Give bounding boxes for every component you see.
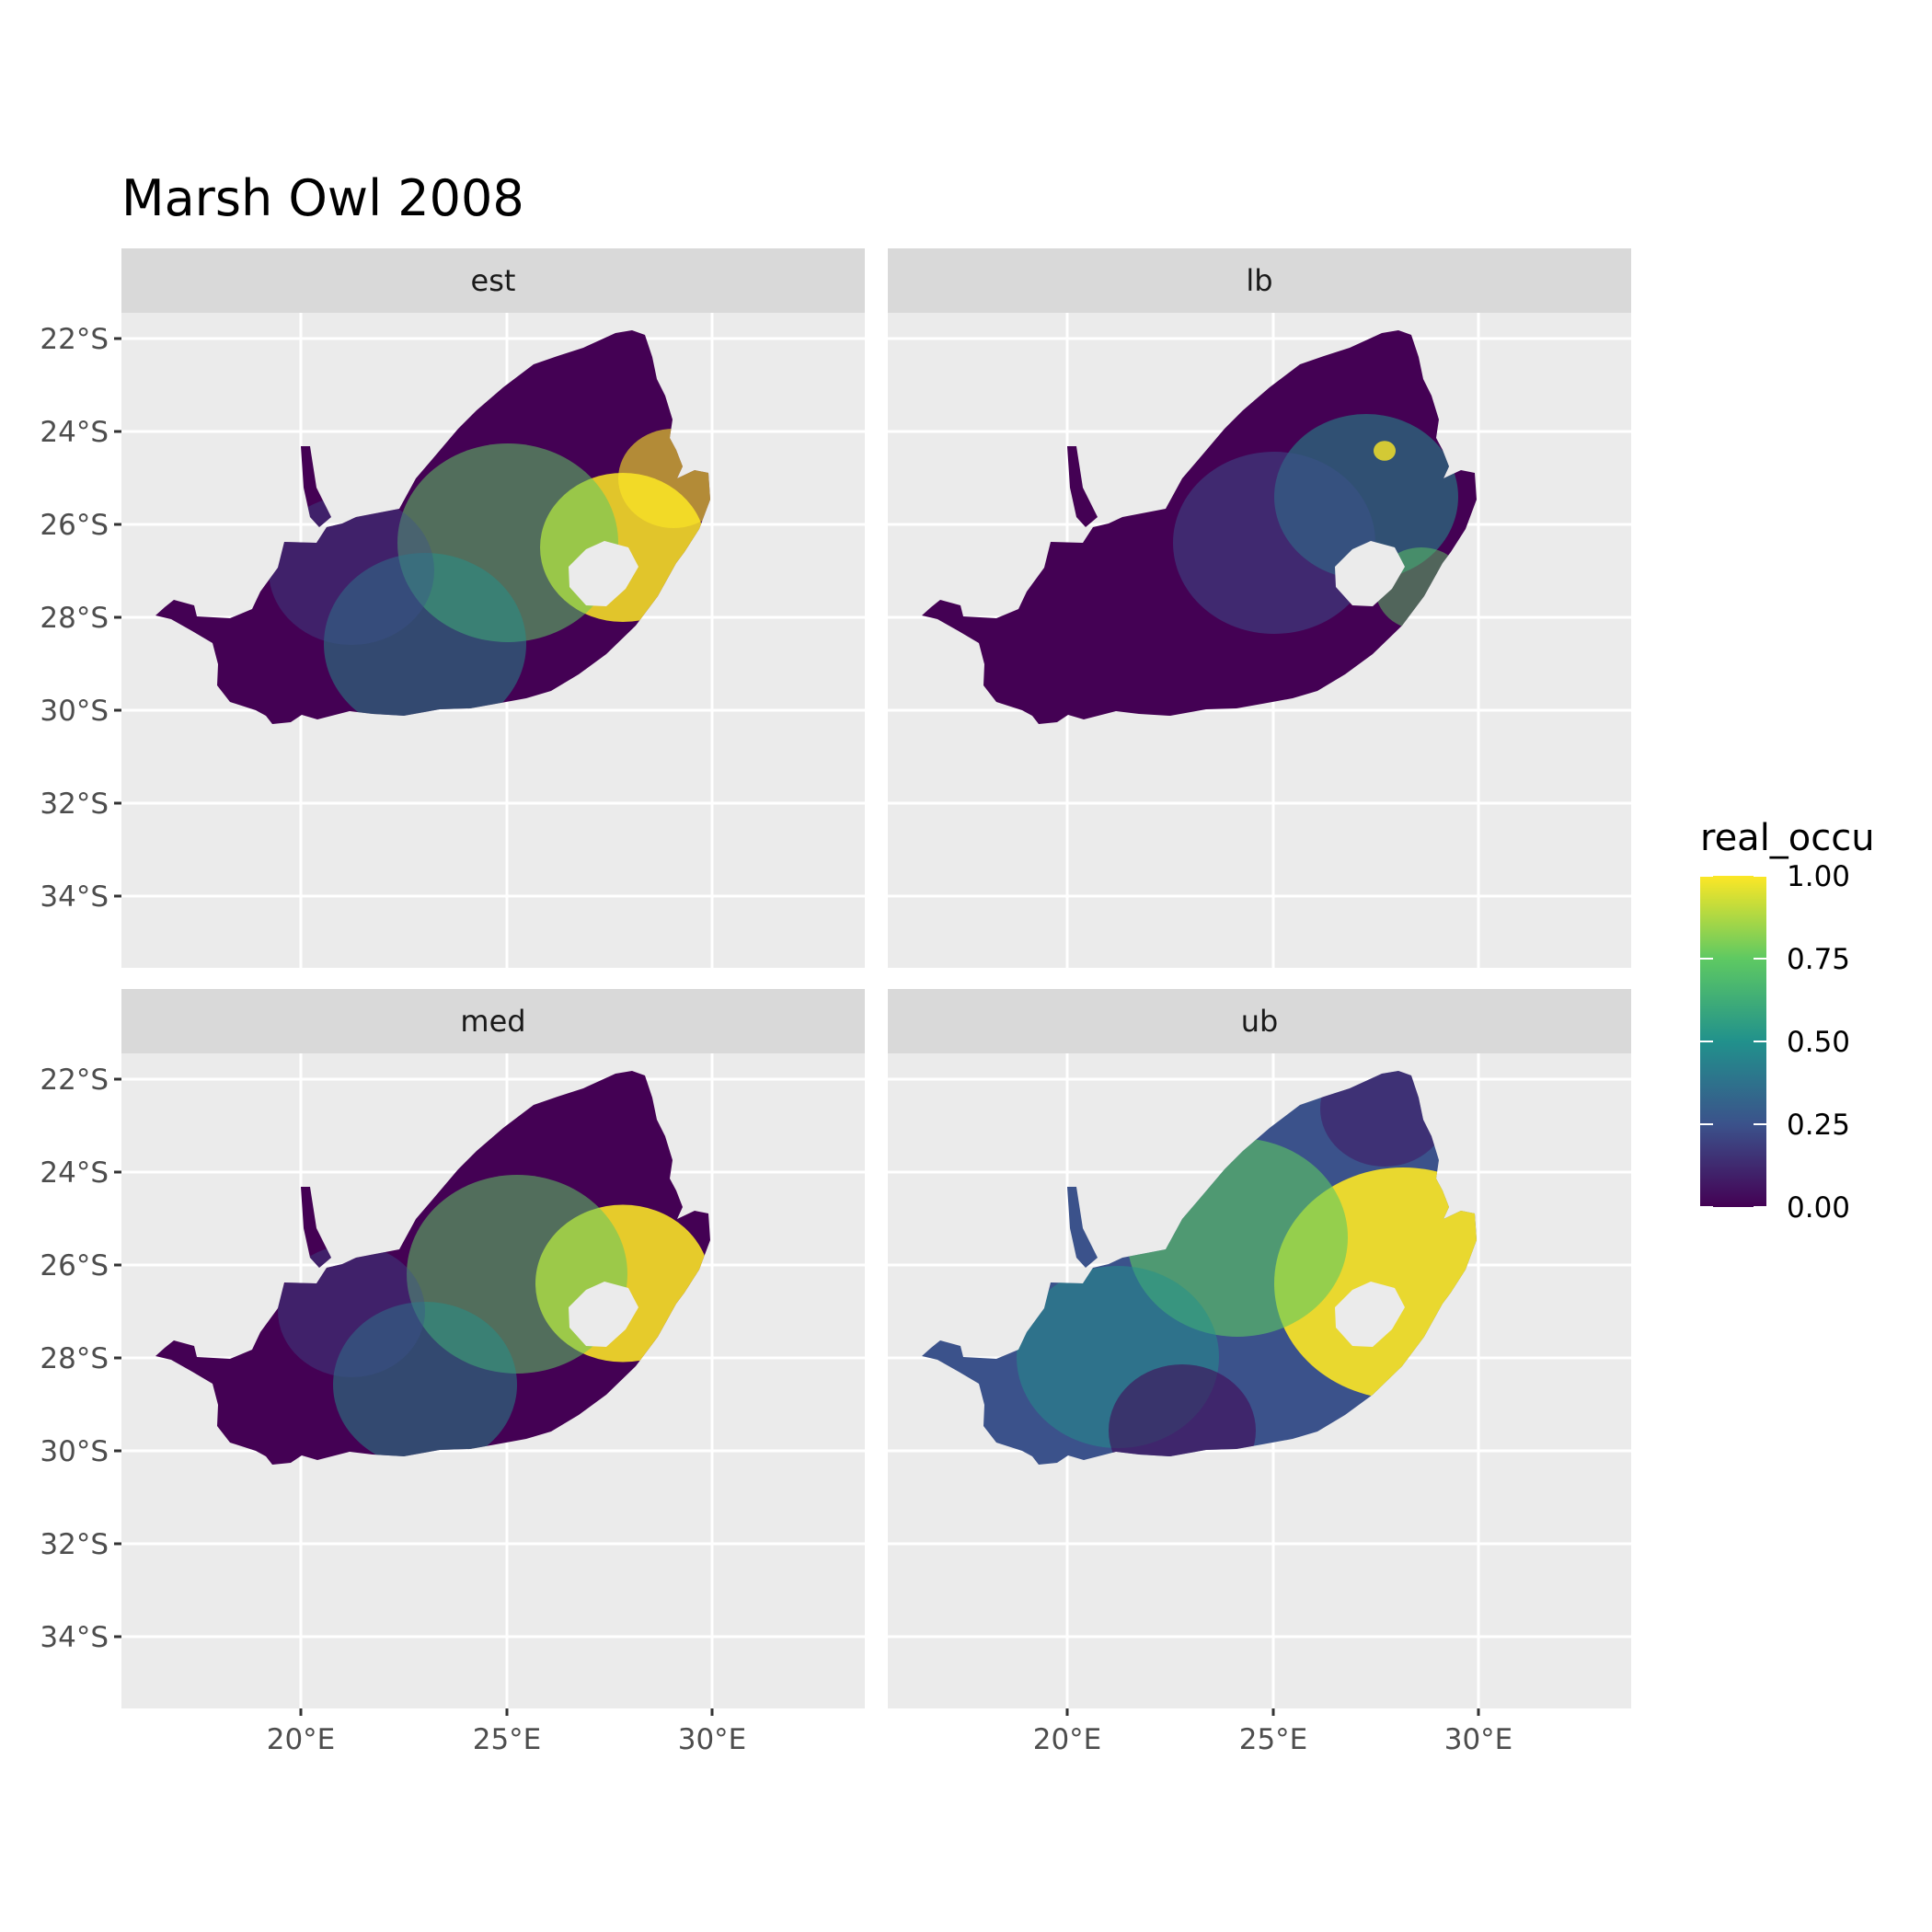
- x-tick-label: 25°E: [473, 1723, 542, 1756]
- legend-label: 0.00: [1787, 1191, 1850, 1225]
- strip-label-lb: lb: [1246, 263, 1272, 298]
- facet-med: med 22°S 24°S 26°S 28°S 30°S 32°S 34°S 20°E 25°E 3…: [40, 989, 865, 1756]
- strip-label-est: est: [471, 263, 516, 298]
- facet-ub: ub 20°E 25°E 30°E: [888, 989, 1631, 1756]
- x-tick-label: 30°E: [1444, 1723, 1513, 1756]
- lesotho-gap: [569, 1282, 638, 1347]
- strip-label-med: med: [460, 1004, 525, 1039]
- lesotho-gap: [569, 541, 638, 606]
- y-tick-label: 24°S: [40, 416, 109, 449]
- strip-ub: [888, 989, 1631, 1053]
- chart-title: Marsh Owl 2008: [121, 169, 524, 227]
- facet-lb: lb: [888, 248, 1631, 968]
- x-tick-label: 25°E: [1239, 1723, 1308, 1756]
- strip-est: [121, 248, 865, 313]
- y-tick-label: 34°S: [40, 1621, 109, 1654]
- facet-est: est 22°S 24°S 26°S 28°S 30°S 32°S 34°S: [40, 248, 865, 968]
- legend: real_occu 1.00 0.75 0.50 0.25 0.00: [1700, 817, 1875, 1225]
- legend-title: real_occu: [1700, 817, 1875, 859]
- y-tick-label: 22°S: [40, 1064, 109, 1097]
- legend-label: 0.50: [1787, 1026, 1850, 1059]
- y-tick-label: 34°S: [40, 880, 109, 914]
- y-tick-label: 26°S: [40, 1249, 109, 1282]
- y-tick-label: 30°S: [40, 1435, 109, 1468]
- gridlines: [121, 1053, 865, 1708]
- facet-panels: est 22°S 24°S 26°S 28°S 30°S 32°S 34°S lb med 22°S…: [40, 248, 1631, 1756]
- x-tick-label: 20°E: [1033, 1723, 1102, 1756]
- lesotho-gap: [1335, 1282, 1405, 1347]
- y-tick-label: 22°S: [40, 323, 109, 356]
- y-tick-label: 32°S: [40, 1528, 109, 1561]
- y-tick-label: 24°S: [40, 1156, 109, 1190]
- y-tick-label: 32°S: [40, 788, 109, 821]
- legend-label: 0.75: [1787, 943, 1850, 976]
- x-tick-label: 20°E: [267, 1723, 336, 1756]
- y-tick-label: 30°S: [40, 695, 109, 728]
- strip-med: [121, 989, 865, 1053]
- x-tick-label: 30°E: [678, 1723, 747, 1756]
- strip-label-ub: ub: [1241, 1004, 1279, 1039]
- strip-lb: [888, 248, 1631, 313]
- y-tick-label: 28°S: [40, 602, 109, 635]
- y-tick-label: 26°S: [40, 509, 109, 542]
- legend-label: 1.00: [1787, 860, 1850, 893]
- y-tick-label: 28°S: [40, 1342, 109, 1375]
- lesotho-gap: [1335, 541, 1405, 606]
- legend-label: 0.25: [1787, 1109, 1850, 1142]
